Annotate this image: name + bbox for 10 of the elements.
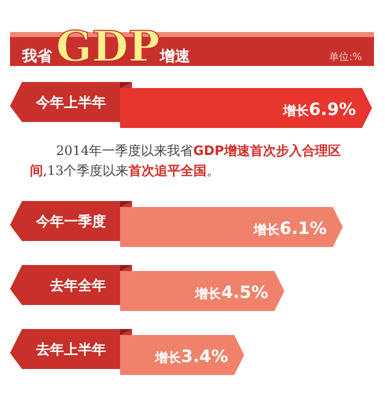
y-tick-label: 去年全年 bbox=[49, 278, 106, 294]
y-tick-label: 今年一季度 bbox=[35, 213, 106, 230]
data-label: 增长4.5% bbox=[194, 283, 268, 303]
data-label: 增长6.1% bbox=[252, 219, 327, 239]
text: 2014年一季度以来我省GDP增速首次步入合理区间,13个季度以来首次追平全国。 bbox=[30, 144, 342, 179]
chart-subtitle: 单位:% bbox=[329, 51, 362, 63]
y-tick-label: 今年上半年 bbox=[35, 95, 106, 111]
data-label: 增长3.4% bbox=[154, 347, 228, 367]
data-label: 增长6.9% bbox=[282, 100, 356, 120]
y-tick-label: 去年上半年 bbox=[35, 342, 106, 358]
